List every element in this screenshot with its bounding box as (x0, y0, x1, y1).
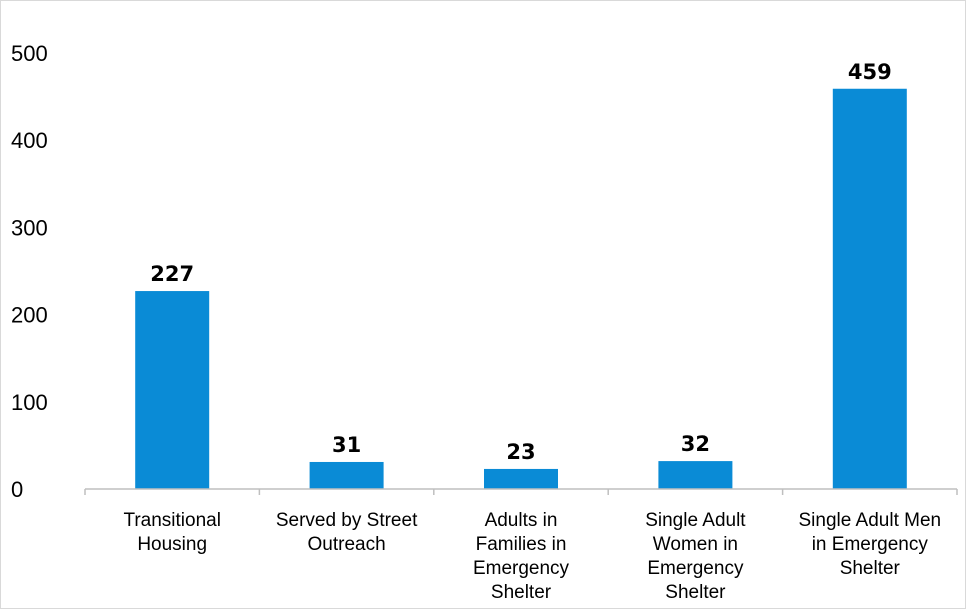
data-label: 459 (848, 60, 892, 84)
bars (135, 88, 907, 489)
bar (832, 88, 907, 489)
bar (484, 468, 558, 489)
x-category-label-line: Served by Street (276, 510, 418, 531)
x-category-label-line: Adults in (485, 510, 558, 531)
x-category-label-line: Emergency (473, 558, 570, 579)
x-category-label-line: Shelter (491, 582, 552, 603)
data-label: 23 (506, 440, 535, 464)
y-tick-label: 100 (11, 390, 48, 415)
data-label: 227 (150, 262, 194, 286)
y-tick-label: 300 (11, 215, 48, 240)
x-category-label-line: Shelter (840, 558, 901, 579)
x-category-label: Adults in Families in Emergency Shelter (473, 510, 570, 603)
y-tick-label: 500 (11, 41, 48, 66)
x-axis-category-labels: Transitional Housing Served by Street Outre… (123, 510, 941, 603)
x-category-label-line: in Emergency (812, 534, 929, 555)
x-category-label: Single Adult Men in Emergency Shelter (799, 510, 942, 579)
y-tick-label: 0 (11, 477, 23, 502)
x-category-label-line: Families in (476, 534, 567, 555)
x-category-label: Transitional Housing (123, 510, 221, 555)
x-axis (84, 488, 958, 495)
y-tick-label: 200 (11, 303, 48, 328)
data-label: 31 (332, 433, 361, 457)
x-category-label-line: Emergency (647, 558, 744, 579)
x-category-label-line: Single Adult Men (799, 510, 942, 531)
y-tick-label: 400 (11, 128, 48, 153)
x-category-label: Single Adult Women in Emergency Shelter (645, 510, 746, 603)
y-axis-ticks: 0 100 200 300 400 500 (11, 41, 48, 502)
data-labels: 227 31 23 32 459 (150, 60, 891, 464)
x-category-label: Served by Street Outreach (276, 510, 418, 555)
x-category-label-line: Housing (137, 534, 207, 555)
x-category-label-line: Transitional (123, 510, 221, 531)
x-category-label-line: Outreach (308, 534, 386, 555)
bar (309, 461, 384, 489)
x-category-label-line: Single Adult (645, 510, 746, 531)
data-label: 32 (681, 432, 710, 456)
x-category-label-line: Shelter (665, 582, 726, 603)
x-category-label-line: Women in (653, 534, 738, 555)
bar (658, 461, 733, 489)
bar (135, 291, 210, 489)
